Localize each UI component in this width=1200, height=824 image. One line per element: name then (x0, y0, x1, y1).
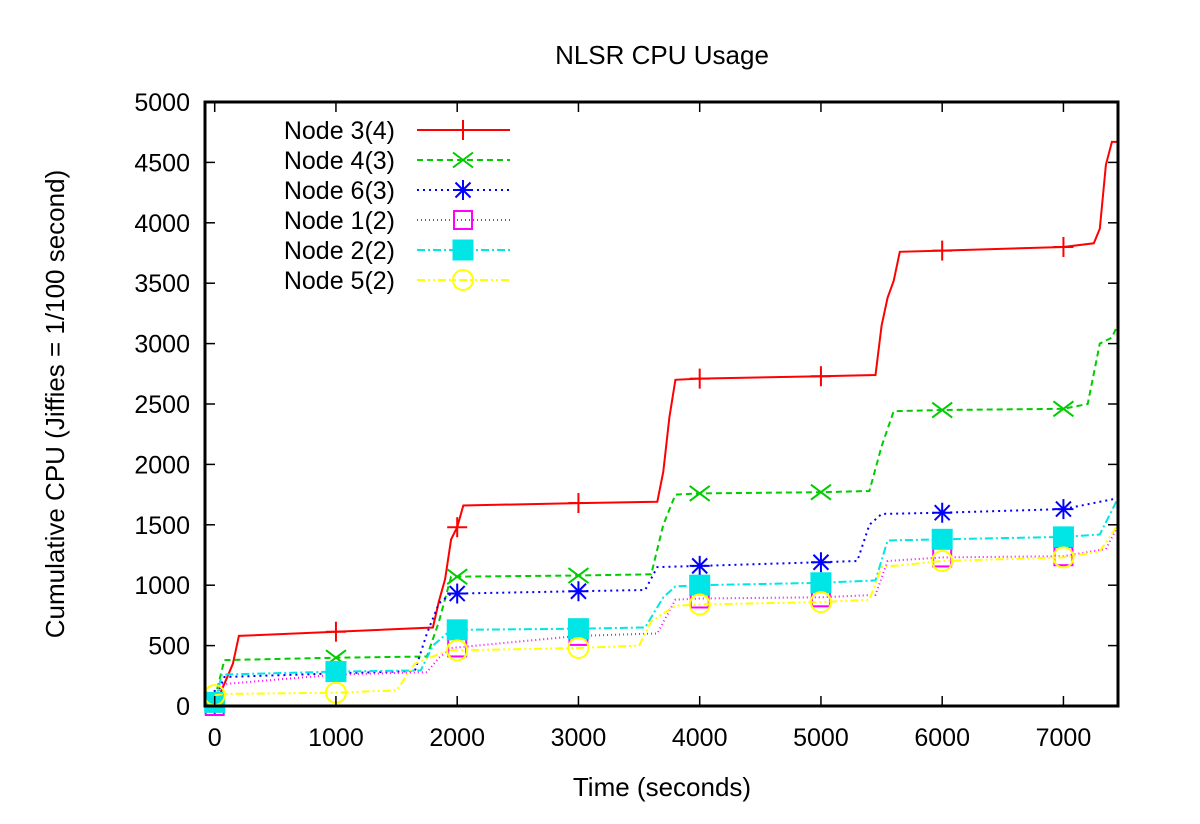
legend-label: Node 6(3) (284, 177, 395, 205)
y-tick-label: 500 (148, 633, 190, 661)
data-point (1052, 546, 1075, 569)
data-point (567, 637, 590, 660)
data-point (325, 661, 347, 683)
data-point (453, 180, 473, 200)
y-tick-label: 4500 (134, 149, 190, 177)
legend: Node 3(4)Node 4(3)Node 6(3)Node 1(2)Node… (284, 117, 510, 295)
data-point (568, 581, 589, 602)
legend-item: Node 2(2) (284, 237, 510, 265)
data-point (689, 574, 711, 596)
data-point (568, 493, 589, 514)
series-1 (204, 140, 1118, 716)
data-point (810, 483, 832, 501)
data-point (931, 528, 953, 550)
x-tick-label: 0 (208, 724, 222, 752)
legend-item: Node 3(4) (284, 117, 510, 145)
y-tick-label: 3500 (134, 270, 190, 298)
data-point (689, 555, 710, 576)
y-tick-label: 5000 (134, 89, 190, 117)
x-tick-label: 6000 (914, 724, 970, 752)
data-point (689, 485, 711, 502)
data-point (453, 120, 473, 140)
data-point (446, 568, 468, 585)
x-tick-label: 7000 (1036, 724, 1092, 752)
legend-item: Node 4(3) (284, 147, 510, 175)
data-point (931, 550, 954, 573)
data-point (447, 583, 468, 604)
series-line (213, 497, 1119, 703)
x-tick-label: 1000 (308, 724, 364, 752)
y-axis-label: Cumulative CPU (Jiffies = 1/100 second) (40, 170, 70, 638)
data-point (567, 618, 589, 640)
x-tick-label: 2000 (429, 724, 485, 752)
y-tick-label: 4000 (134, 210, 190, 238)
data-point (1053, 499, 1074, 520)
series-2 (204, 323, 1119, 708)
legend-label: Node 2(2) (284, 237, 395, 265)
data-point (567, 567, 590, 584)
series-4 (204, 525, 1119, 716)
chart-title: NLSR CPU Usage (555, 40, 769, 70)
y-tick-label: 0 (176, 693, 190, 721)
legend-label: Node 5(2) (284, 267, 395, 295)
legend-label: Node 3(4) (284, 117, 395, 145)
data-point (1052, 526, 1074, 548)
y-tick-label: 2000 (134, 451, 190, 479)
data-point (1053, 236, 1074, 257)
data-point (932, 240, 953, 261)
data-point (810, 572, 832, 594)
legend-item: Node 6(3) (284, 177, 510, 205)
series-line (214, 524, 1119, 697)
data-point (453, 210, 473, 230)
data-point (446, 619, 468, 641)
data-point (810, 366, 831, 387)
series-layer (203, 140, 1119, 716)
series-line (213, 323, 1119, 700)
x-axis-label: Time (seconds) (573, 772, 751, 802)
data-point (452, 151, 474, 169)
series-6 (203, 524, 1119, 707)
data-point (809, 591, 832, 614)
legend-item: Node 5(2) (284, 267, 510, 295)
data-point (932, 502, 953, 523)
legend-label: Node 1(2) (284, 207, 395, 235)
data-point (446, 639, 469, 662)
y-tick-label: 2500 (134, 391, 190, 419)
data-point (689, 368, 710, 389)
y-tick-label: 1000 (134, 572, 190, 600)
ticks-layer: 0 500 1000 1500 2000 2500 3000 3500 4000 4500 5000… (134, 89, 1118, 752)
x-tick-label: 5000 (793, 724, 849, 752)
series-line (213, 525, 1119, 707)
data-point (931, 401, 953, 419)
legend-item: Node 1(2) (284, 207, 510, 235)
data-point (452, 269, 474, 291)
legend-label: Node 4(3) (284, 147, 395, 175)
y-tick-label: 3000 (134, 331, 190, 359)
data-point (452, 239, 474, 261)
data-point (447, 517, 468, 538)
y-tick-label: 1500 (134, 512, 190, 540)
series-line (213, 497, 1119, 701)
x-tick-label: 4000 (672, 724, 728, 752)
data-point (688, 593, 711, 616)
x-tick-label: 3000 (551, 724, 607, 752)
data-point (810, 552, 831, 573)
data-point (1052, 400, 1075, 418)
data-point (325, 621, 346, 642)
